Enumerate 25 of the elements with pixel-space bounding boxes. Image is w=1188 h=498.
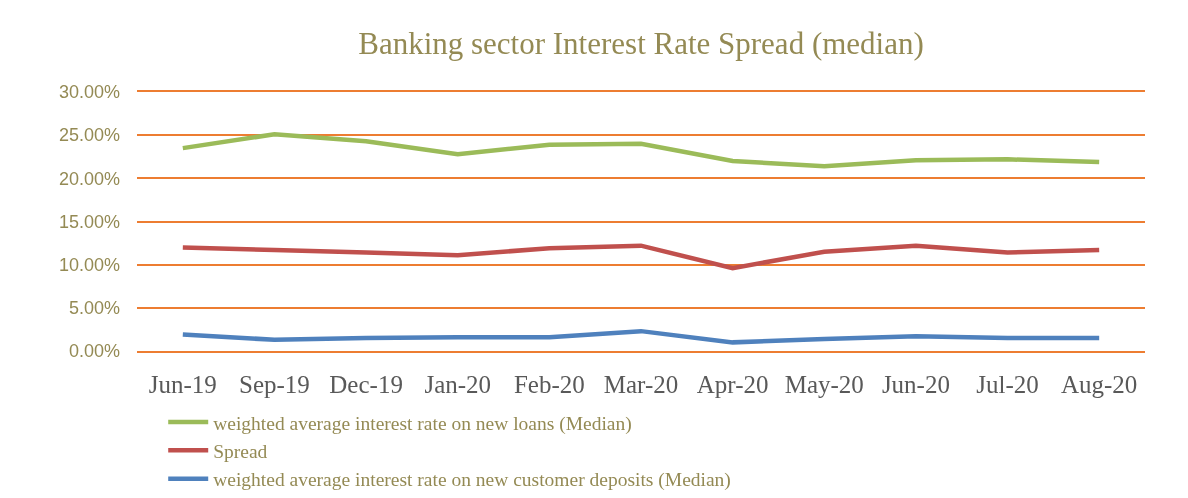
- y-tick-label: 30.00%: [58, 82, 120, 103]
- y-tick-label: 20.00%: [58, 168, 120, 189]
- line-series: [180, 243, 1102, 271]
- legend-label: Spread: [213, 440, 268, 462]
- x-tick-label: Sep-19: [239, 370, 310, 398]
- x-tick-label: Feb-20: [513, 370, 585, 398]
- x-tick-label: Mar-20: [603, 370, 679, 398]
- x-tick-label: Dec-19: [329, 370, 403, 398]
- legend-label: weighted average interest rate on new customer deposits (Median): [213, 469, 731, 492]
- y-tick-label: 15.00%: [58, 211, 120, 232]
- chart-title: Banking sector Interest Rate Spread (median): [358, 25, 924, 61]
- x-tick-label: Apr-20: [696, 370, 769, 398]
- x-tick-label: Jun-20: [881, 370, 950, 398]
- x-tick-label: Jun-19: [148, 370, 217, 398]
- x-tick-label: Jul-20: [976, 370, 1039, 398]
- x-tick-label: May-20: [784, 370, 864, 398]
- line-series: [180, 132, 1102, 169]
- x-tick-label: Jan-20: [424, 370, 492, 398]
- line-series: [180, 328, 1102, 345]
- y-tick-label: 25.00%: [58, 125, 120, 146]
- y-tick-label: 5.00%: [68, 298, 120, 319]
- legend-label: weighted average interest rate on new loans (Median): [213, 412, 632, 435]
- y-tick-label: 10.00%: [58, 254, 120, 275]
- x-tick-label: Aug-20: [1060, 370, 1138, 398]
- y-tick-label: 0.00%: [68, 341, 120, 362]
